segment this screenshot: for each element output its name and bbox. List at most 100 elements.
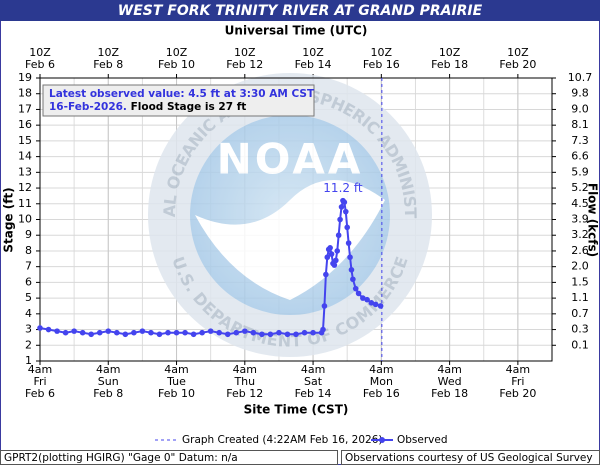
data-point	[139, 328, 146, 334]
data-point	[342, 208, 349, 215]
x2-tick-label: 10Z	[371, 46, 393, 59]
x-tick-label: Feb 18	[431, 387, 468, 400]
data-point	[324, 254, 331, 261]
y-tick-label: 1	[25, 354, 32, 367]
x-tick-label: Tue	[166, 375, 186, 388]
y2-tick-label: 6.6	[571, 150, 589, 163]
data-point	[328, 251, 335, 257]
y2-tick-label: 0.3	[571, 323, 589, 336]
data-point	[259, 331, 265, 338]
y-tick-label: 15	[18, 134, 32, 147]
x-tick-label: Feb 8	[93, 387, 123, 400]
legend-observed-label: Observed	[397, 434, 448, 446]
data-point	[45, 326, 52, 333]
data-point	[276, 329, 282, 336]
y-tick-label: 17	[18, 102, 32, 115]
data-point	[173, 329, 180, 336]
data-point	[327, 245, 333, 251]
x2-tick-label: 10Z	[507, 46, 529, 59]
data-point	[320, 326, 326, 333]
y2-axis-label: Flow (kcfs)	[586, 183, 600, 257]
x2-tick-label: Feb 20	[499, 58, 536, 71]
y-tick-label: 13	[18, 165, 32, 178]
y2-tick-label: 2.0	[571, 260, 589, 273]
x-tick-label: Sat	[304, 375, 323, 388]
x-tick-label: Thu	[233, 375, 255, 388]
y-tick-label: 5	[25, 291, 32, 304]
data-point	[355, 290, 362, 297]
x2-tick-label: 10Z	[97, 46, 119, 59]
data-point	[310, 329, 316, 336]
y2-tick-label: 7.3	[571, 134, 589, 147]
x2-tick-label: Feb 16	[363, 58, 400, 71]
x2-axis-label: Universal Time (UTC)	[225, 24, 368, 38]
data-point	[335, 232, 342, 239]
y2-tick-label: 5.2	[571, 181, 589, 194]
y-tick-label: 16	[18, 118, 32, 131]
y-tick-label: 4	[25, 307, 32, 320]
y2-tick-label: 10.7	[568, 71, 593, 84]
data-point	[301, 329, 308, 336]
data-point	[190, 331, 197, 338]
x-tick-label: Sun	[98, 375, 119, 388]
data-point	[199, 329, 205, 336]
y2-tick-label: 0.7	[571, 307, 589, 320]
peak-annotation: 11.2 ft	[323, 181, 363, 195]
legend-observed-marker	[379, 437, 385, 443]
data-point	[114, 329, 120, 336]
footer-right: Observations courtesy of US Geological S…	[345, 452, 593, 464]
x2-tick-label: Feb 12	[226, 58, 263, 71]
x-tick-label: Mon	[370, 375, 393, 388]
data-point	[156, 331, 163, 338]
x2-tick-label: 10Z	[302, 46, 324, 59]
data-point	[321, 303, 328, 309]
y-tick-label: 19	[18, 71, 32, 84]
logo-bird	[195, 180, 385, 300]
y-tick-label: 10	[18, 213, 32, 226]
data-point	[368, 300, 375, 306]
data-point	[54, 328, 60, 334]
y-tick-label: 3	[25, 323, 32, 336]
y-tick-label: 14	[18, 150, 32, 163]
x-tick-label: 4am	[506, 363, 530, 376]
y-tick-label: 2	[25, 338, 32, 351]
y2-tick-label: 9.0	[571, 102, 589, 115]
data-point	[350, 276, 356, 283]
x2-tick-label: 10Z	[234, 46, 256, 59]
x-tick-label: Fri	[33, 375, 46, 388]
x-tick-label: Feb 10	[158, 387, 195, 400]
data-point	[347, 254, 353, 261]
x-tick-label: Feb 12	[226, 387, 263, 400]
x2-tick-label: Feb 10	[158, 58, 195, 71]
y2-tick-label: 3.2	[571, 228, 589, 241]
data-point	[293, 331, 299, 338]
x2-tick-label: 10Z	[439, 46, 461, 59]
data-point	[345, 240, 352, 246]
data-point	[216, 329, 222, 336]
y-tick-label: 9	[25, 228, 32, 241]
data-point	[207, 328, 214, 334]
data-point	[348, 267, 355, 273]
y-tick-label: 12	[18, 181, 32, 194]
x2-tick-label: Feb 6	[25, 58, 55, 71]
y2-tick-label: 3.9	[571, 213, 589, 226]
y-tick-label: 6	[25, 275, 32, 288]
x2-tick-label: 10Z	[29, 46, 51, 59]
info-line1: Latest observed value: 4.5 ft at 3:30 AM…	[49, 88, 315, 100]
data-point	[88, 331, 94, 338]
x2-tick-label: 10Z	[166, 46, 188, 59]
data-point	[344, 224, 351, 231]
data-point	[242, 328, 248, 334]
data-point	[250, 329, 257, 336]
x-tick-label: Feb 6	[25, 387, 55, 400]
y2-tick-label: 9.8	[571, 87, 589, 100]
x-tick-label: Feb 20	[499, 387, 536, 400]
x-tick-label: 4am	[233, 363, 257, 376]
plot	[37, 77, 553, 362]
y-tick-label: 7	[25, 260, 32, 273]
y2-tick-label: 1.5	[571, 275, 589, 288]
data-point	[79, 329, 86, 336]
data-point	[364, 296, 370, 303]
